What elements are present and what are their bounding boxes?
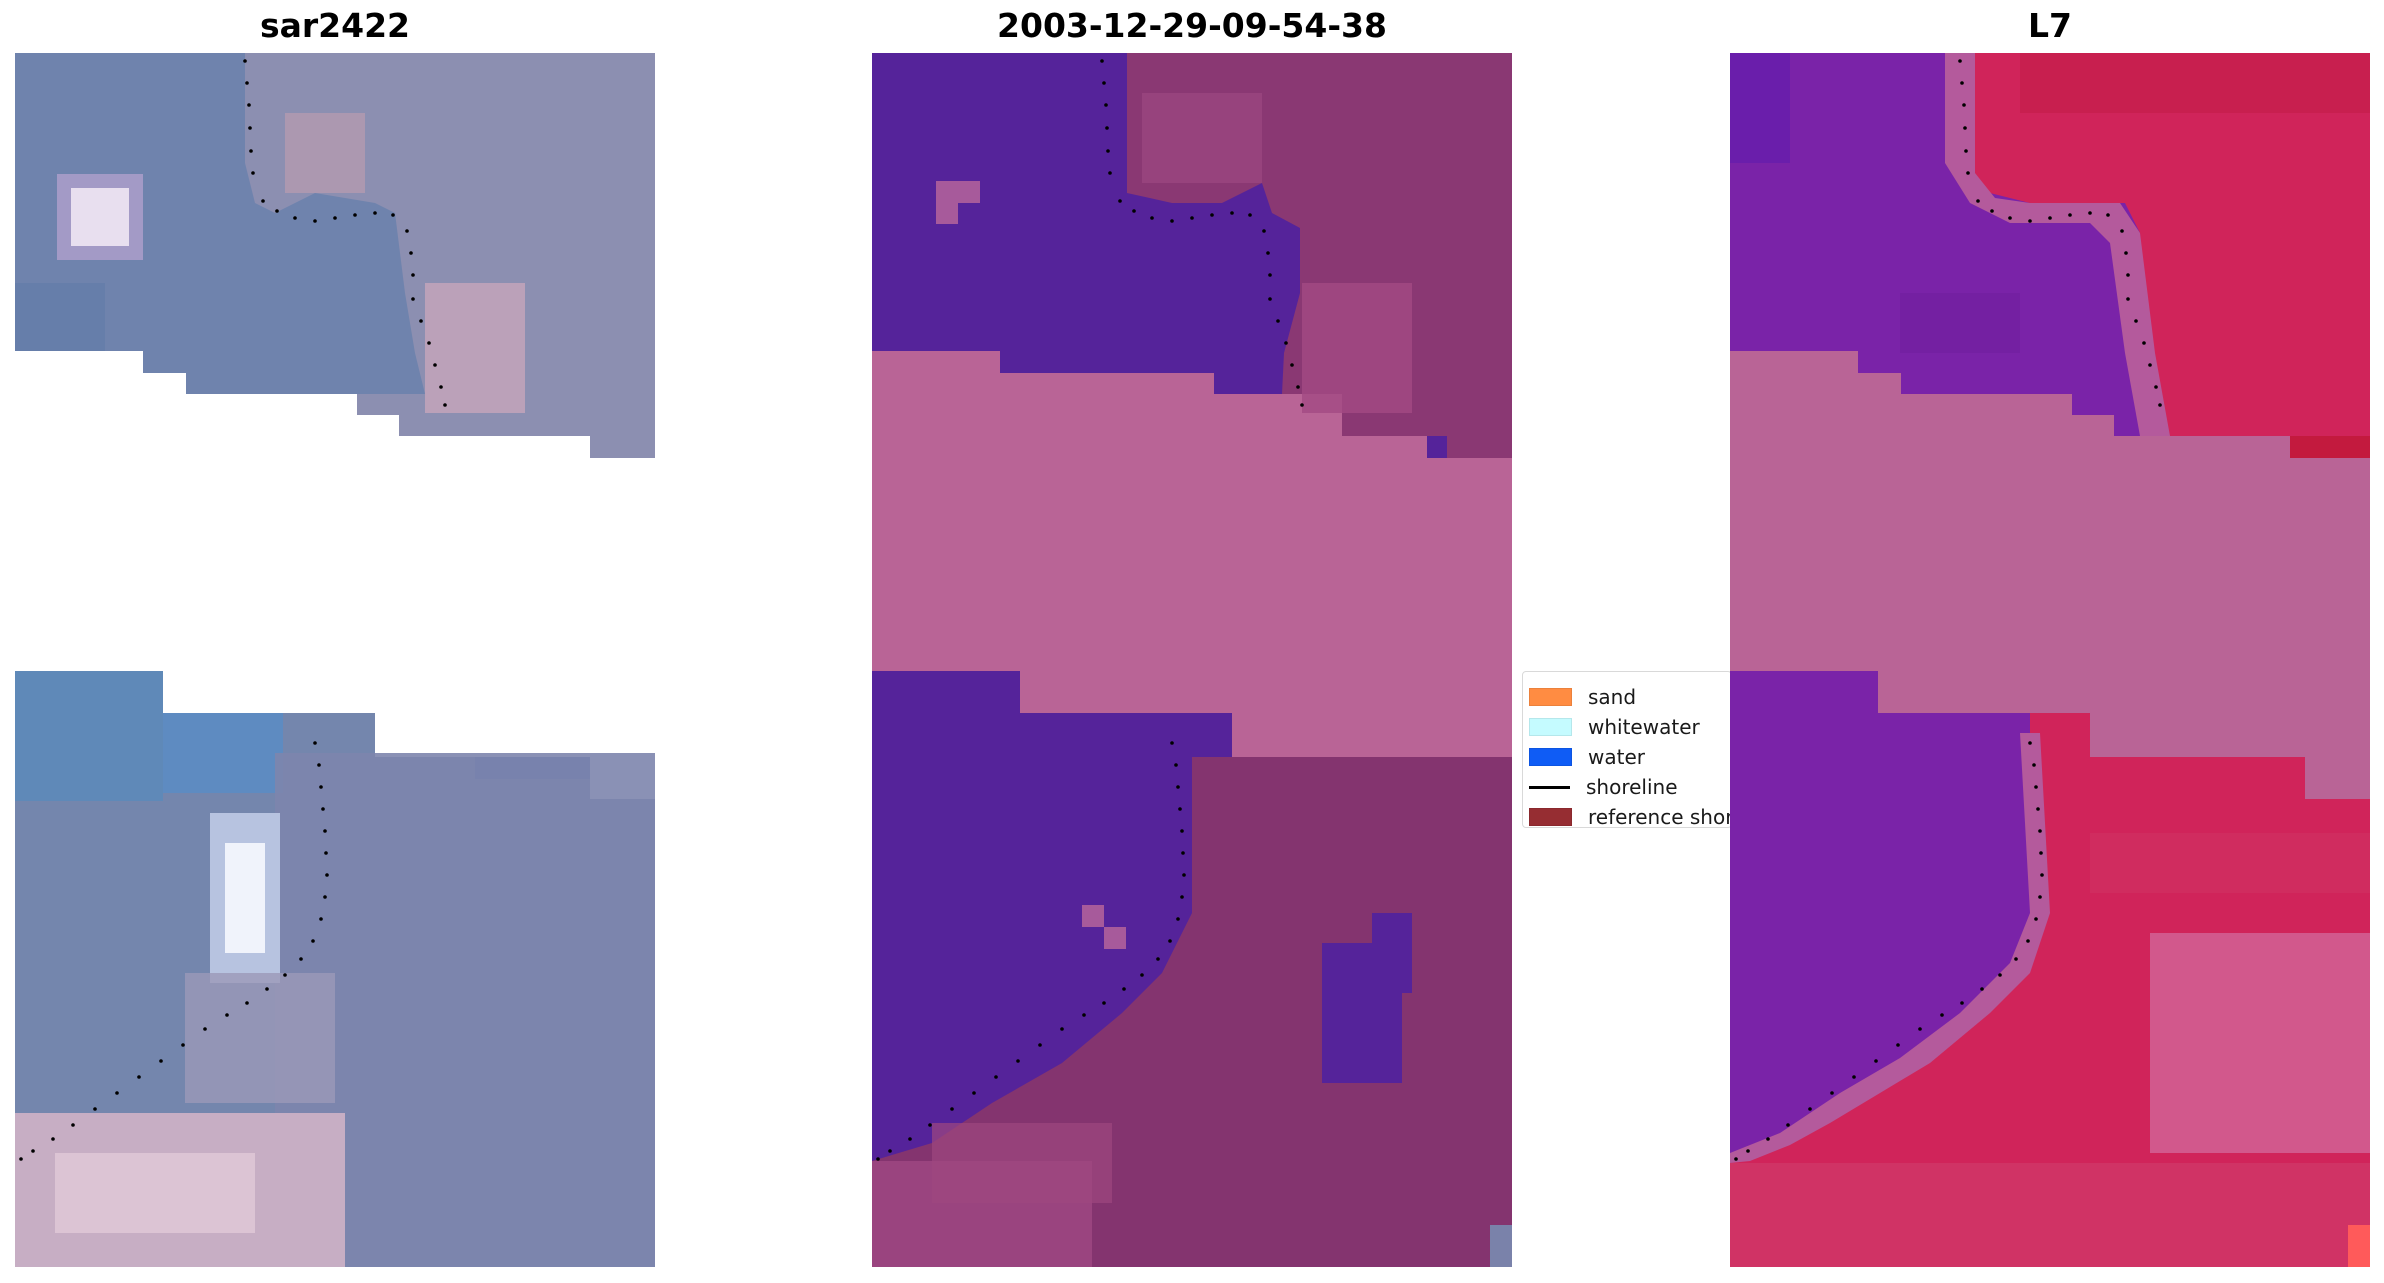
rgb-bottom-patch: [15, 671, 655, 1267]
whitewater-swatch: [1529, 718, 1572, 736]
legend: sand whitewater water shoreline referenc…: [1522, 671, 1732, 828]
sand-swatch: [1529, 688, 1572, 706]
legend-label-water: water: [1588, 745, 1645, 769]
rgb-image-panel: [15, 53, 655, 1267]
classified-shoreline: [876, 59, 1304, 1161]
classified-top: [872, 53, 1512, 458]
classified-bottom: [872, 671, 1512, 1267]
legend-label-shoreline: shoreline: [1586, 775, 1678, 799]
index-bottom: [1730, 671, 2370, 1267]
legend-item-water: water: [1529, 745, 1645, 769]
legend-item-reference-shoreline: reference shoreline: [1529, 805, 1732, 828]
index-shoreline: [1734, 59, 2162, 1161]
panel-title-classified: 2003-12-29-09-54-38: [997, 6, 1387, 45]
rgb-top-patch: [15, 53, 655, 458]
legend-item-shoreline: shoreline: [1529, 775, 1678, 799]
classified-image-panel: [872, 53, 1512, 1267]
index-top: [1730, 53, 2370, 458]
legend-label-whitewater: whitewater: [1588, 715, 1700, 739]
legend-item-whitewater: whitewater: [1529, 715, 1700, 739]
reference-shoreline-swatch: [1529, 808, 1572, 826]
legend-item-sand: sand: [1529, 685, 1636, 709]
water-swatch: [1529, 748, 1572, 766]
index-image-panel: [1730, 53, 2370, 1267]
legend-label-reference-shoreline: reference shoreline: [1588, 805, 1732, 828]
panel-title-rgb: sar2422: [259, 6, 411, 45]
rgb-shoreline: [19, 59, 447, 1161]
shoreline-line-swatch: [1529, 785, 1570, 789]
panel-title-index: L7: [2028, 6, 2072, 45]
legend-label-sand: sand: [1588, 685, 1637, 709]
